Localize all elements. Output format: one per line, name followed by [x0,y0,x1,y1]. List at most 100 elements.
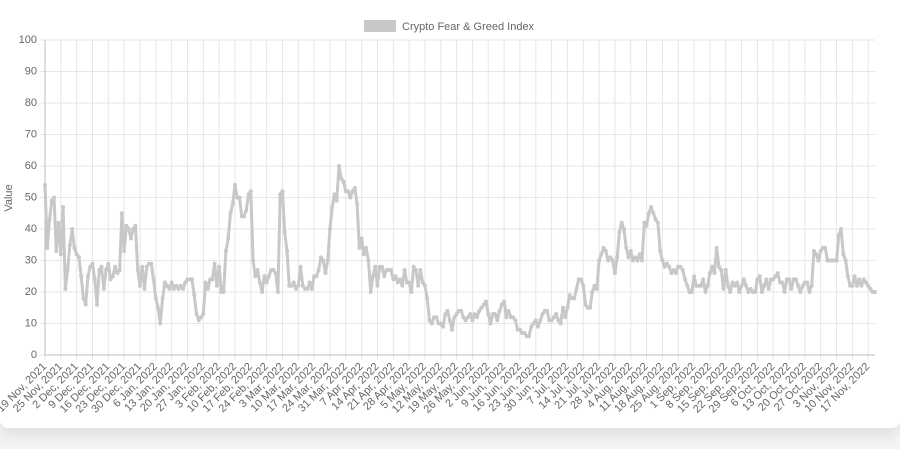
data-point [153,296,158,301]
data-point [296,283,301,288]
data-point [845,274,850,279]
data-point [212,261,217,266]
data-point [373,264,378,269]
data-point [628,249,633,254]
y-tick-label: 80 [25,97,37,109]
data-point [766,286,771,291]
data-point [710,264,715,269]
data-point [565,305,570,310]
data-point [800,283,805,288]
data-point [108,277,113,282]
data-point [223,249,228,254]
data-point [95,302,100,307]
data-point [124,223,129,228]
data-point [651,211,656,216]
data-point [67,242,72,247]
data-point [723,267,728,272]
data-point [513,318,518,323]
data-point [217,264,222,269]
data-point [624,245,629,250]
data-point [836,233,841,238]
data-point [445,308,450,313]
data-point [581,283,586,288]
data-point [441,324,446,329]
data-point [631,258,636,263]
data-point [499,302,504,307]
data-point [612,271,617,276]
data-point [567,293,572,298]
data-point [506,308,511,313]
data-point [755,277,760,282]
data-point [305,286,310,291]
data-point [703,290,708,294]
data-point [563,315,568,320]
data-point [56,220,61,225]
data-point [599,252,604,257]
y-tick-label: 60 [25,160,37,172]
data-point [452,315,457,320]
data-point [465,315,470,320]
data-point [294,286,299,291]
data-point [85,274,90,279]
data-point [280,189,285,194]
data-point [275,290,280,294]
data-point [658,249,663,254]
data-point [692,274,697,279]
data-point [160,296,165,301]
data-point [746,290,751,294]
y-tick-label: 0 [31,349,37,361]
data-point [868,286,873,291]
data-point [529,324,534,329]
data-point [413,267,418,272]
data-point [533,318,538,323]
legend-label: Crypto Fear & Greed Index [402,21,535,33]
data-point [744,283,749,288]
data-point [850,283,855,288]
data-point [536,324,541,329]
data-point [52,195,57,200]
data-point [47,217,52,222]
data-point [649,204,654,209]
data-point [642,220,647,225]
data-point [407,280,412,285]
data-point [282,230,287,235]
data-point [137,283,142,288]
data-point [361,252,366,257]
data-point [771,277,776,282]
data-point [61,204,66,209]
y-tick-label: 50 [25,191,37,203]
data-point [698,283,703,288]
data-point [653,217,658,222]
data-point [346,189,351,194]
data-point [325,258,330,263]
data-point [714,245,719,250]
data-point [554,312,559,317]
data-point [873,290,877,294]
data-point [592,283,597,288]
data-point [284,249,289,254]
y-tick-label: 20 [25,286,37,298]
data-point [402,267,407,272]
data-point [298,264,303,269]
data-point [486,312,491,317]
data-point [671,267,676,272]
data-point [126,227,131,231]
data-point [262,274,267,279]
data-point [420,280,425,285]
data-point [350,189,355,194]
data-point [789,286,794,291]
legend-swatch [364,20,396,32]
data-point [321,258,326,263]
data-point [863,280,868,285]
data-point [178,283,183,288]
data-point [545,308,550,313]
data-point [477,308,482,313]
data-point [99,264,104,269]
data-point [214,283,219,288]
data-point [633,255,638,260]
data-point [859,283,864,288]
data-point [289,283,294,288]
data-point [422,283,427,288]
data-point [63,286,68,291]
